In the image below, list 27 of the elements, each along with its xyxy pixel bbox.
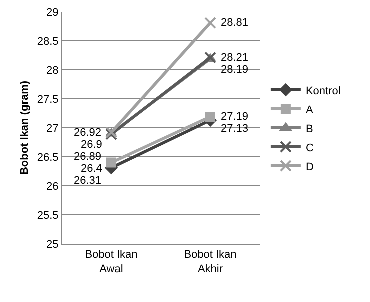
legend-label: B bbox=[306, 123, 314, 136]
y-tick-label: 29 bbox=[46, 6, 59, 19]
y-tick-label: 25.5 bbox=[37, 210, 59, 222]
data-label: 26.92 bbox=[74, 127, 102, 139]
legend-label: D bbox=[306, 161, 314, 174]
legend-label: A bbox=[306, 104, 314, 116]
y-tick-label: 28.5 bbox=[37, 36, 59, 48]
data-label: 26.89 bbox=[74, 151, 102, 163]
x-tick-label: Bobot Ikan Awal bbox=[85, 249, 138, 276]
data-label: 28.19 bbox=[221, 64, 249, 76]
y-tick-label: 28 bbox=[46, 64, 59, 77]
data-label: 26.31 bbox=[74, 175, 102, 187]
data-label: 26.4 bbox=[81, 163, 102, 175]
x-tick-label: Bobot Ikan Akhir bbox=[184, 249, 237, 276]
y-tick-label: 27.5 bbox=[37, 94, 59, 106]
data-label: 28.21 bbox=[221, 52, 249, 64]
legend-label: Kontrol bbox=[306, 85, 341, 98]
y-tick-label: 27 bbox=[46, 122, 59, 135]
data-label: 26.9 bbox=[81, 139, 102, 151]
y-tick-label: 25 bbox=[46, 238, 59, 251]
y-axis-title: Bobot Ikan (gram) bbox=[19, 80, 32, 176]
data-label: 28.81 bbox=[221, 17, 249, 29]
legend-label: C bbox=[306, 142, 314, 154]
y-tick-label: 26 bbox=[46, 180, 59, 193]
y-tick-label: 26.5 bbox=[37, 152, 59, 164]
data-label: 27.19 bbox=[221, 111, 249, 123]
data-label: 27.13 bbox=[221, 123, 249, 135]
